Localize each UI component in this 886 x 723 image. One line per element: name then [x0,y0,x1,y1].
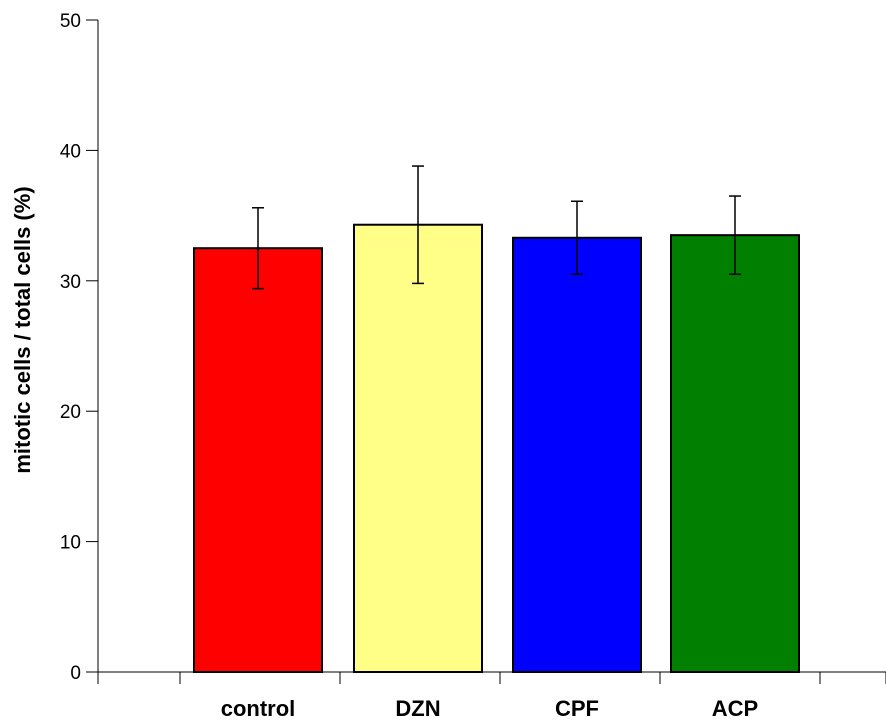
y-tick-label: 10 [60,533,81,554]
bar-control [193,247,323,673]
y-tick-label: 0 [70,663,81,684]
y-axis-title: mitotic cells / total cells (%) [10,186,35,473]
error-bar-acp [729,195,741,276]
y-tick-label: 50 [60,11,81,32]
y-tick-label: 40 [60,141,81,162]
error-bar-control [252,207,264,290]
x-axis-tick-labels: control DZN CPF ACP [97,672,886,721]
error-bar-dzn [412,165,424,285]
error-bar-cpf [571,200,583,276]
bars [193,223,800,673]
x-tick-label-acp: ACP [712,696,758,721]
error-bars [252,165,741,290]
x-tick-label-cpf: CPF [555,696,599,721]
y-tick-label: 20 [60,402,81,423]
x-tick-label-control: control [221,696,296,721]
x-tick-label-dzn: DZN [395,696,440,721]
y-tick-label: 30 [60,272,81,293]
bar-cpf [512,236,642,673]
bar-acp [670,234,800,673]
bar-dzn [353,223,483,673]
y-axis-ticks: 0 10 20 30 40 50 [60,11,98,684]
